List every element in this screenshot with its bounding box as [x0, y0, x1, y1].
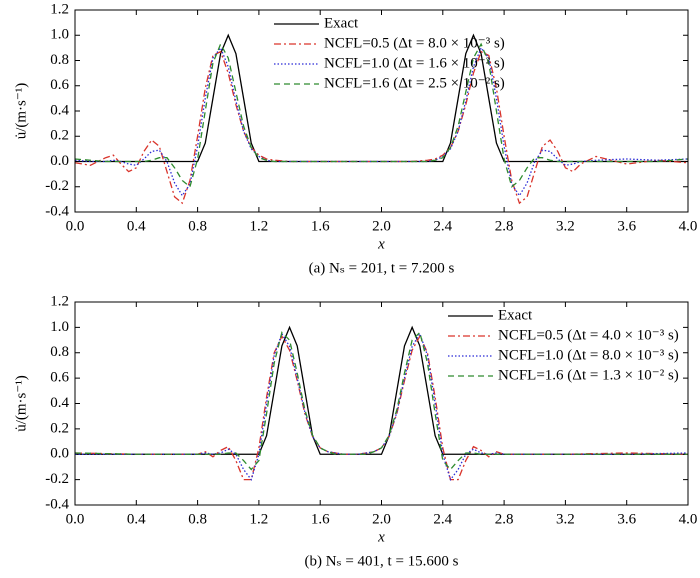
x-tick-label: 2.0: [372, 511, 391, 527]
series-line: [75, 33, 688, 163]
y-axis-label: u̇/(m·s⁻¹): [13, 375, 29, 432]
caption: (a) Nₛ = 201, t = 7.200 s: [309, 260, 455, 276]
y-tick-label: -0.2: [45, 178, 69, 194]
series-line: [74, 46, 689, 197]
plot-frame: [74, 301, 689, 506]
legend-label: NCFL=1.0 (Δt = 8.0 × 10⁻³ s): [498, 347, 679, 363]
legend-label: Exact: [498, 307, 533, 323]
x-tick-label: 2.4: [433, 511, 452, 527]
y-axis-label: u̇/(m·s⁻¹): [13, 83, 29, 140]
y-tick-label: 0.6: [50, 77, 69, 93]
x-tick-label: 2.4: [433, 218, 452, 234]
y-tick-label: 1.2: [50, 1, 69, 17]
x-tick-label: 3.2: [556, 511, 575, 527]
x-tick-label: 0.8: [188, 511, 207, 527]
x-tick-label: 1.6: [311, 218, 330, 234]
x-axis-label: x: [377, 236, 385, 252]
x-tick-label: 2.0: [372, 218, 391, 234]
x-tick-label: 1.2: [250, 218, 269, 234]
series-line: [74, 50, 689, 205]
y-tick-label: 0.2: [50, 420, 69, 436]
y-tick-label: 0.0: [50, 446, 69, 462]
y-tick-label: 1.0: [50, 319, 69, 335]
series-line: [74, 331, 688, 471]
x-axis-label: x: [377, 529, 385, 545]
y-tick-label: 0.2: [50, 128, 69, 144]
x-tick-label: 3.6: [617, 511, 636, 527]
x-tick-label: 4.0: [679, 218, 698, 234]
legend-label: NCFL=0.5 (Δt = 8.0 × 10⁻³ s): [324, 35, 505, 51]
y-tick-label: 1.0: [50, 27, 69, 43]
y-tick-label: -0.2: [45, 471, 69, 487]
legend-label: NCFL=1.6 (Δt = 2.5 × 10⁻² s): [324, 75, 505, 91]
x-tick-label: 0.4: [127, 511, 146, 527]
y-tick-label: -0.4: [45, 496, 69, 512]
legend-label: NCFL=1.6 (Δt = 1.3 × 10⁻² s): [498, 367, 679, 383]
x-tick-label: 0.4: [127, 218, 146, 234]
x-tick-label: 3.2: [556, 218, 575, 234]
x-tick-label: 0.0: [66, 511, 85, 527]
legend-label: NCFL=0.5 (Δt = 4.0 × 10⁻³ s): [498, 327, 679, 343]
y-tick-label: 1.2: [50, 293, 69, 309]
caption: (b) Nₛ = 401, t = 15.600 s: [304, 553, 458, 569]
y-tick-label: 0.0: [50, 153, 69, 169]
y-tick-label: -0.4: [45, 203, 69, 219]
y-tick-label: 0.4: [50, 102, 69, 118]
series-line: [74, 334, 689, 481]
x-tick-label: 2.8: [495, 511, 514, 527]
legend-label: NCFL=1.0 (Δt = 1.6 × 10⁻² s): [324, 55, 505, 71]
x-tick-label: 0.0: [66, 218, 85, 234]
y-tick-label: 0.6: [50, 370, 69, 386]
series-line: [75, 332, 689, 482]
y-tick-label: 0.8: [50, 52, 69, 68]
legend-label: Exact: [324, 15, 359, 31]
y-tick-label: 0.8: [50, 344, 69, 360]
x-tick-label: 1.2: [250, 511, 269, 527]
x-tick-label: 0.8: [188, 218, 207, 234]
x-tick-label: 4.0: [679, 511, 698, 527]
plot-frame: [74, 9, 689, 213]
series-line: [74, 42, 689, 188]
x-tick-label: 1.6: [311, 511, 330, 527]
y-tick-label: 0.4: [50, 395, 69, 411]
series-line: [75, 325, 688, 455]
x-tick-label: 3.6: [617, 218, 636, 234]
x-tick-label: 2.8: [495, 218, 514, 234]
